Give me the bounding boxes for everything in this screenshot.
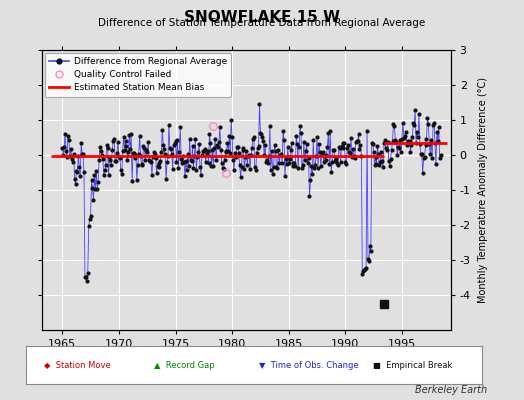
Text: Berkeley Earth: Berkeley Earth — [415, 385, 487, 395]
Text: ◆  Station Move: ◆ Station Move — [45, 360, 111, 370]
Y-axis label: Monthly Temperature Anomaly Difference (°C): Monthly Temperature Anomaly Difference (… — [478, 77, 488, 303]
Text: SNOWFLAKE 15 W: SNOWFLAKE 15 W — [184, 10, 340, 25]
Legend: Difference from Regional Average, Quality Control Failed, Estimated Station Mean: Difference from Regional Average, Qualit… — [45, 53, 231, 97]
Text: ▼  Time of Obs. Change: ▼ Time of Obs. Change — [259, 360, 358, 370]
Text: ▲  Record Gap: ▲ Record Gap — [154, 360, 214, 370]
Text: ■  Empirical Break: ■ Empirical Break — [373, 360, 452, 370]
Text: Difference of Station Temperature Data from Regional Average: Difference of Station Temperature Data f… — [99, 18, 425, 28]
